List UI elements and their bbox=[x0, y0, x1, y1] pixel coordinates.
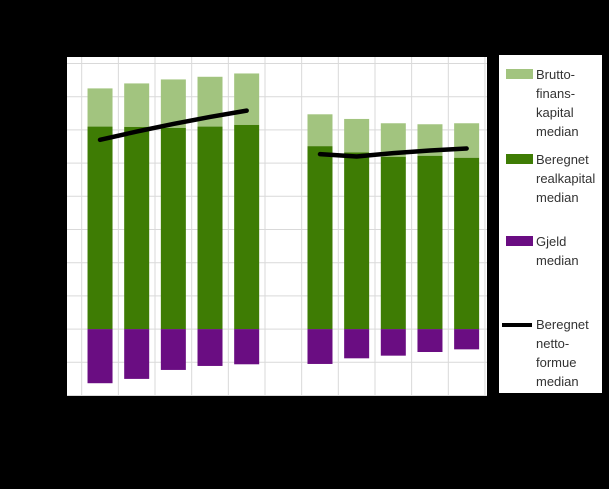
legend-item-gjeld[interactable]: Gjeld median bbox=[506, 232, 602, 270]
bar-segment-realkapital bbox=[344, 152, 370, 330]
legend-item-nettoformue[interactable]: Beregnet netto- formue median bbox=[502, 315, 602, 391]
bar-segment-realkapital bbox=[197, 126, 223, 330]
marker-col bbox=[506, 232, 536, 246]
legend-item-realkapital[interactable]: Beregnet realkapital median bbox=[506, 150, 602, 207]
bar-segment-bruttofinanskapital bbox=[454, 123, 480, 158]
bar-segment-gjeld bbox=[124, 329, 150, 379]
bar-segment-gjeld bbox=[87, 329, 113, 384]
bar-segment-bruttofinanskapital bbox=[124, 83, 150, 127]
bar-segment-realkapital bbox=[454, 157, 480, 330]
bar-segment-gjeld bbox=[197, 329, 223, 366]
bar-segment-bruttofinanskapital bbox=[344, 118, 370, 153]
nettoformue-line bbox=[97, 108, 249, 143]
legend-label-realkapital: Beregnet realkapital median bbox=[536, 152, 596, 205]
legend-item-bruttofinanskapital[interactable]: Brutto- finans- kapital median bbox=[506, 65, 602, 141]
legend-label-gjeld: Gjeld median bbox=[536, 234, 579, 268]
bar-segment-gjeld bbox=[160, 329, 186, 370]
bar-segment-gjeld bbox=[234, 329, 260, 365]
bar-segment-gjeld bbox=[380, 329, 406, 356]
nettoformue-line-swatch-icon bbox=[502, 323, 532, 327]
bar-segment-realkapital bbox=[160, 127, 186, 330]
bar-segment-realkapital bbox=[307, 146, 333, 330]
bar-segment-bruttofinanskapital bbox=[307, 114, 333, 147]
bar-segment-realkapital bbox=[87, 126, 113, 330]
marker-col bbox=[506, 65, 536, 79]
legend-label-nettoformue: Beregnet netto- formue median bbox=[536, 317, 589, 389]
bar-segment-realkapital bbox=[417, 155, 443, 330]
bar-segment-realkapital bbox=[124, 126, 150, 330]
bar-segment-bruttofinanskapital bbox=[234, 73, 260, 125]
marker-col bbox=[506, 150, 536, 164]
bar-segment-gjeld bbox=[344, 329, 370, 359]
realkapital-swatch-icon bbox=[506, 154, 533, 164]
stacked-bar-chart bbox=[67, 57, 487, 396]
bruttofinanskapital-swatch-icon bbox=[506, 69, 533, 79]
nettoformue-line bbox=[317, 146, 469, 159]
bar-segment-realkapital bbox=[380, 156, 406, 330]
marker-col bbox=[502, 315, 536, 327]
gjeld-swatch-icon bbox=[506, 236, 533, 246]
bar-segment-realkapital bbox=[234, 124, 260, 330]
bar-segment-gjeld bbox=[307, 329, 333, 364]
legend: Brutto- finans- kapital median Beregnet … bbox=[499, 55, 602, 393]
bar-segment-bruttofinanskapital bbox=[87, 88, 113, 127]
plot-area bbox=[67, 57, 487, 396]
bar-segment-gjeld bbox=[417, 329, 443, 353]
legend-label-bruttofinanskapital: Brutto- finans- kapital median bbox=[536, 67, 579, 139]
bar-segment-bruttofinanskapital bbox=[160, 79, 186, 128]
bar-segment-gjeld bbox=[454, 329, 480, 350]
